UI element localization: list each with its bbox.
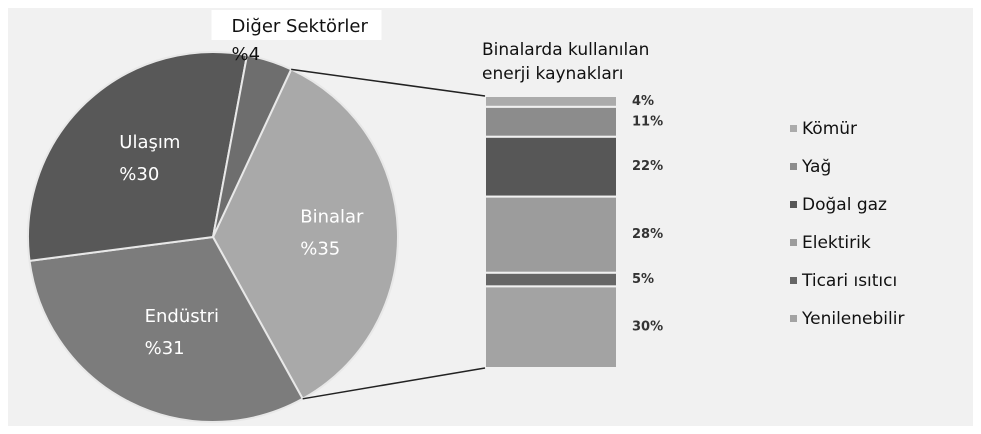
segment-label: 22% — [632, 159, 663, 174]
connector — [291, 68, 486, 97]
legend-label: Elektirik — [802, 233, 871, 253]
slice-value: %30 — [119, 164, 159, 185]
bar-segment — [484, 105, 618, 138]
legend-marker — [790, 277, 797, 284]
slice-value: %4 — [232, 44, 261, 65]
slice-label: Diğer Sektörler — [232, 16, 369, 37]
legend-label: Ticari ısıtıcı — [801, 271, 897, 291]
pie-slice — [27, 51, 249, 262]
slice-value: %31 — [145, 338, 185, 359]
legend-label: Yenilenebilir — [801, 309, 904, 329]
bar-segment — [484, 285, 618, 369]
pie-slice — [212, 53, 293, 238]
segment-label: 5% — [632, 272, 654, 287]
bar-segment — [484, 95, 618, 108]
legend-marker — [790, 315, 797, 322]
bar-segment — [484, 195, 618, 274]
connector — [302, 367, 486, 400]
legend-label: Kömür — [802, 119, 857, 139]
segment-label: 30% — [632, 320, 663, 335]
segment-label: 4% — [632, 94, 654, 109]
label-box — [211, 10, 382, 40]
bar-title: Binalarda kullanılan — [482, 40, 649, 60]
slice-label: Ulaşım — [119, 132, 180, 153]
slice-label: Binalar — [300, 206, 364, 227]
bar-segment — [484, 271, 618, 288]
legend-marker — [790, 163, 797, 170]
bar-segment — [484, 135, 618, 198]
segment-label: 11% — [632, 114, 663, 129]
legend-label: Doğal gaz — [802, 195, 887, 215]
legend-marker — [790, 125, 797, 132]
segment-label: 28% — [632, 227, 663, 242]
legend-marker — [790, 239, 797, 246]
slice-label: Endüstri — [145, 306, 219, 327]
bar-title: enerji kaynakları — [482, 64, 623, 84]
legend-marker — [790, 201, 797, 208]
legend-label: Yağ — [801, 157, 831, 177]
pie-slice — [211, 68, 399, 401]
slice-value: %35 — [300, 238, 340, 259]
pie-slice — [28, 235, 305, 423]
